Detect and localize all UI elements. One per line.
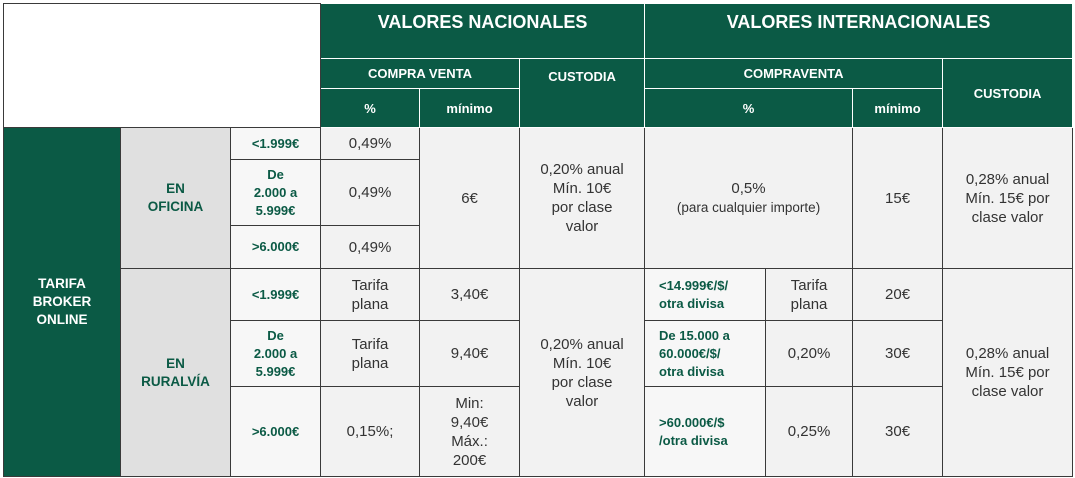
cell: 0,49% [320, 127, 421, 160]
range: De 2.000 a 5.999€ [229, 159, 322, 226]
blank-corner [2, 3, 322, 128]
group-label: TARIFA BROKER ONLINE [3, 127, 121, 477]
channel: EN OFICINA [120, 127, 231, 269]
fee-table: VALORES NACIONALES VALORES INTERNACIONAL… [2, 3, 1074, 477]
header: CUSTODIA [519, 58, 646, 128]
range: <14.999€/$/ otra divisa [644, 268, 767, 321]
header: % [644, 88, 854, 128]
cell: 15€ [852, 127, 944, 269]
cell: 0,28% anual Mín. 15€ por clase valor [942, 268, 1074, 477]
cell: 9,40€ [419, 320, 521, 387]
cell: 0,25% [765, 386, 854, 477]
header: COMPRA VENTA [320, 58, 521, 89]
range: <1.999€ [229, 268, 322, 321]
header: % [320, 88, 421, 128]
header: COMPRAVENTA [644, 58, 944, 89]
cell: Tarifa plana [765, 268, 854, 321]
cell-note: (para cualquier importe) [676, 200, 821, 215]
cell: 0,49% [320, 225, 421, 269]
range: >6.000€ [229, 225, 322, 269]
cell: Min: 9,40€ Máx.: 200€ [419, 386, 521, 477]
cell: 6€ [419, 127, 521, 269]
cell: 0,15%; [320, 386, 421, 477]
cell: 0,5% (para cualquier importe) [644, 127, 854, 269]
cell: 0,28% anual Mín. 15€ por clase valor [942, 127, 1074, 269]
header: mínimo [419, 88, 521, 128]
header: VALORES INTERNACIONALES [644, 3, 1074, 59]
range: >6.000€ [229, 386, 322, 477]
cell: 0,20% anual Mín. 10€ por clase valor [519, 268, 646, 477]
cell: 30€ [852, 320, 944, 387]
cell: 0,49% [320, 159, 421, 226]
cell-text: 0,5% [731, 180, 766, 197]
cell: 20€ [852, 268, 944, 321]
cell: 30€ [852, 386, 944, 477]
cell: 3,40€ [419, 268, 521, 321]
channel: EN RURALVÍA [120, 268, 231, 477]
range: De 15.000 a 60.000€/$/ otra divisa [644, 320, 767, 387]
header: mínimo [852, 88, 944, 128]
range: <1.999€ [229, 127, 322, 160]
header: CUSTODIA [942, 58, 1074, 128]
cell: Tarifa plana [320, 320, 421, 387]
range: >60.000€/$ /otra divisa [644, 386, 767, 477]
cell: 0,20% [765, 320, 854, 387]
cell: Tarifa plana [320, 268, 421, 321]
range: De 2.000 a 5.999€ [229, 320, 322, 387]
cell: 0,20% anual Mín. 10€ por clase valor [519, 127, 646, 269]
header: VALORES NACIONALES [320, 3, 646, 59]
